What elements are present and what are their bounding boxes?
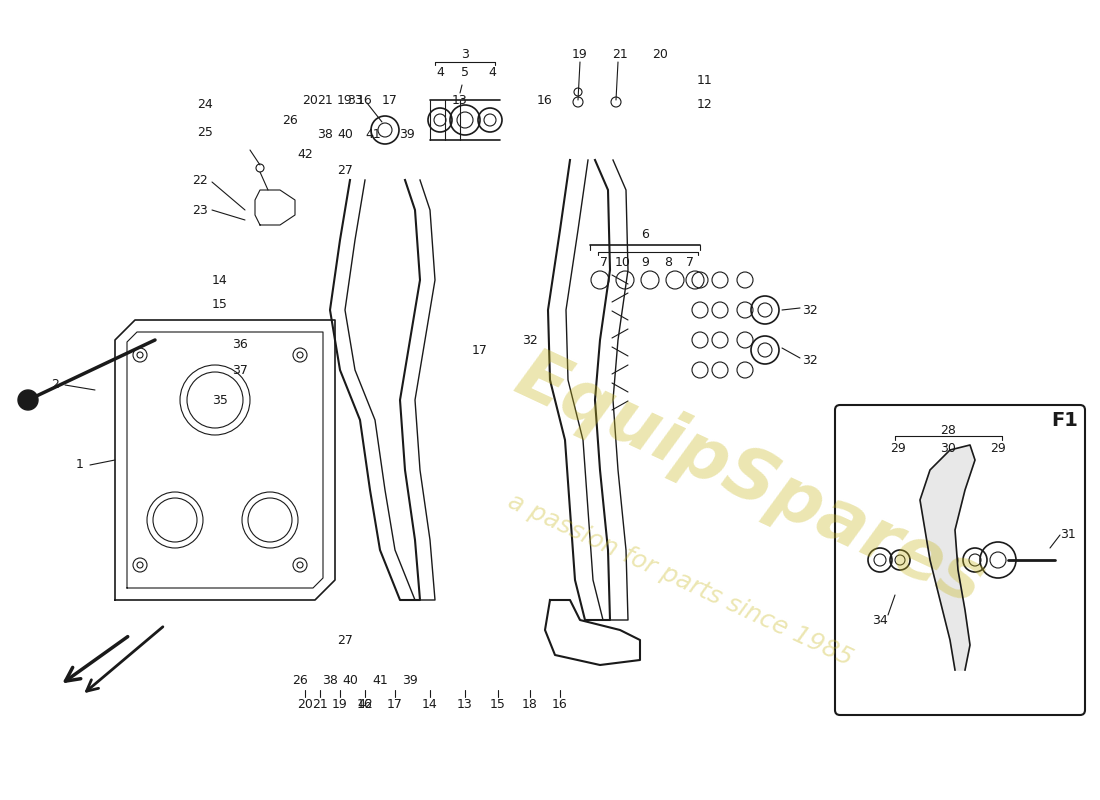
Text: 41: 41 (372, 674, 388, 686)
Text: 21: 21 (312, 698, 328, 711)
Text: 26: 26 (282, 114, 298, 126)
Text: 38: 38 (317, 129, 333, 142)
Text: 1: 1 (76, 458, 84, 471)
Text: 40: 40 (342, 674, 358, 686)
Text: 40: 40 (337, 129, 353, 142)
Text: 33: 33 (348, 94, 363, 106)
Text: 41: 41 (365, 129, 381, 142)
Text: 29: 29 (890, 442, 906, 454)
Text: F1: F1 (1052, 410, 1078, 430)
Text: 35: 35 (212, 394, 228, 406)
Text: 15: 15 (212, 298, 228, 311)
Text: 30: 30 (940, 442, 956, 454)
Text: 32: 32 (802, 354, 818, 366)
Text: 20: 20 (652, 49, 668, 62)
Text: 8: 8 (664, 255, 672, 269)
Text: 7: 7 (600, 255, 608, 269)
Text: 15: 15 (491, 698, 506, 711)
Text: 27: 27 (337, 163, 353, 177)
Text: 16: 16 (358, 94, 373, 106)
Text: 39: 39 (403, 674, 418, 686)
Text: 22: 22 (192, 174, 208, 186)
Text: 13: 13 (458, 698, 473, 711)
Text: 24: 24 (197, 98, 213, 111)
Text: 27: 27 (337, 634, 353, 646)
Text: 3: 3 (461, 49, 469, 62)
Text: 10: 10 (615, 255, 631, 269)
Circle shape (18, 390, 38, 410)
Text: 31: 31 (1060, 529, 1076, 542)
FancyBboxPatch shape (835, 405, 1085, 715)
Text: 19: 19 (572, 49, 587, 62)
Text: EquipSpares: EquipSpares (505, 341, 996, 619)
Text: 34: 34 (872, 614, 888, 626)
Text: 21: 21 (612, 49, 628, 62)
Text: 21: 21 (317, 94, 333, 106)
Text: 36: 36 (232, 338, 248, 351)
Text: 42: 42 (358, 698, 373, 711)
Text: 5: 5 (461, 66, 469, 78)
Text: 7: 7 (686, 255, 694, 269)
Polygon shape (920, 445, 975, 670)
Text: 17: 17 (387, 698, 403, 711)
Text: 18: 18 (522, 698, 538, 711)
Text: 13: 13 (452, 94, 468, 106)
Text: 16: 16 (552, 698, 568, 711)
Text: 32: 32 (522, 334, 538, 346)
Text: 6: 6 (641, 229, 649, 242)
Text: 20: 20 (297, 698, 312, 711)
Text: 20: 20 (302, 94, 318, 106)
Text: 29: 29 (990, 442, 1005, 454)
Text: 26: 26 (293, 674, 308, 686)
Text: 17: 17 (382, 94, 398, 106)
Text: 23: 23 (192, 203, 208, 217)
Text: 17: 17 (472, 343, 488, 357)
Text: 37: 37 (232, 363, 248, 377)
Text: 28: 28 (940, 423, 956, 437)
Text: 25: 25 (197, 126, 213, 138)
Text: 14: 14 (422, 698, 438, 711)
Text: 4: 4 (436, 66, 444, 78)
Text: 19: 19 (332, 698, 348, 711)
Text: 32: 32 (802, 303, 818, 317)
Text: 12: 12 (697, 98, 713, 111)
Text: 38: 38 (322, 674, 338, 686)
Text: a passion for parts since 1985: a passion for parts since 1985 (504, 490, 856, 670)
Text: 19: 19 (337, 94, 353, 106)
Text: 11: 11 (697, 74, 713, 86)
Text: 2: 2 (51, 378, 59, 391)
Text: 42: 42 (297, 149, 312, 162)
Text: 16: 16 (358, 698, 373, 711)
Text: 14: 14 (212, 274, 228, 286)
Text: 9: 9 (641, 255, 649, 269)
Text: 4: 4 (488, 66, 496, 78)
Text: 39: 39 (399, 129, 415, 142)
Text: 16: 16 (537, 94, 553, 106)
